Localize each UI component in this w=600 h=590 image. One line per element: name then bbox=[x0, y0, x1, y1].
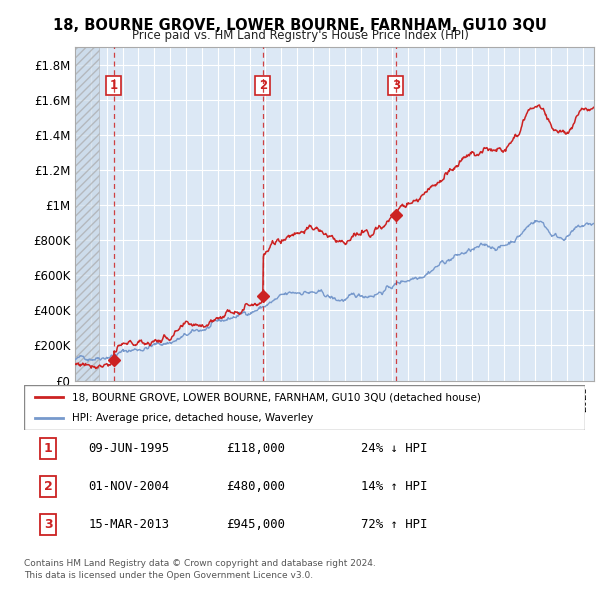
Text: 3: 3 bbox=[392, 79, 400, 92]
Text: 2: 2 bbox=[259, 79, 267, 92]
Text: 3: 3 bbox=[44, 518, 52, 531]
Text: 14% ↑ HPI: 14% ↑ HPI bbox=[361, 480, 427, 493]
Text: HPI: Average price, detached house, Waverley: HPI: Average price, detached house, Wave… bbox=[71, 414, 313, 424]
Text: 01-NOV-2004: 01-NOV-2004 bbox=[89, 480, 170, 493]
Text: 1: 1 bbox=[44, 442, 52, 455]
Text: Price paid vs. HM Land Registry's House Price Index (HPI): Price paid vs. HM Land Registry's House … bbox=[131, 30, 469, 42]
Text: £945,000: £945,000 bbox=[226, 518, 285, 531]
Text: 18, BOURNE GROVE, LOWER BOURNE, FARNHAM, GU10 3QU: 18, BOURNE GROVE, LOWER BOURNE, FARNHAM,… bbox=[53, 18, 547, 33]
Text: This data is licensed under the Open Government Licence v3.0.: This data is licensed under the Open Gov… bbox=[24, 571, 313, 580]
Text: 18, BOURNE GROVE, LOWER BOURNE, FARNHAM, GU10 3QU (detached house): 18, BOURNE GROVE, LOWER BOURNE, FARNHAM,… bbox=[71, 392, 481, 402]
FancyBboxPatch shape bbox=[24, 385, 585, 430]
Text: £480,000: £480,000 bbox=[226, 480, 285, 493]
Bar bbox=[75, 47, 99, 381]
Text: Contains HM Land Registry data © Crown copyright and database right 2024.: Contains HM Land Registry data © Crown c… bbox=[24, 559, 376, 568]
Text: 24% ↓ HPI: 24% ↓ HPI bbox=[361, 442, 427, 455]
Text: 09-JUN-1995: 09-JUN-1995 bbox=[89, 442, 170, 455]
Text: £118,000: £118,000 bbox=[226, 442, 285, 455]
Text: 15-MAR-2013: 15-MAR-2013 bbox=[89, 518, 170, 531]
Text: 2: 2 bbox=[44, 480, 52, 493]
Text: 72% ↑ HPI: 72% ↑ HPI bbox=[361, 518, 427, 531]
Text: 1: 1 bbox=[110, 79, 118, 92]
